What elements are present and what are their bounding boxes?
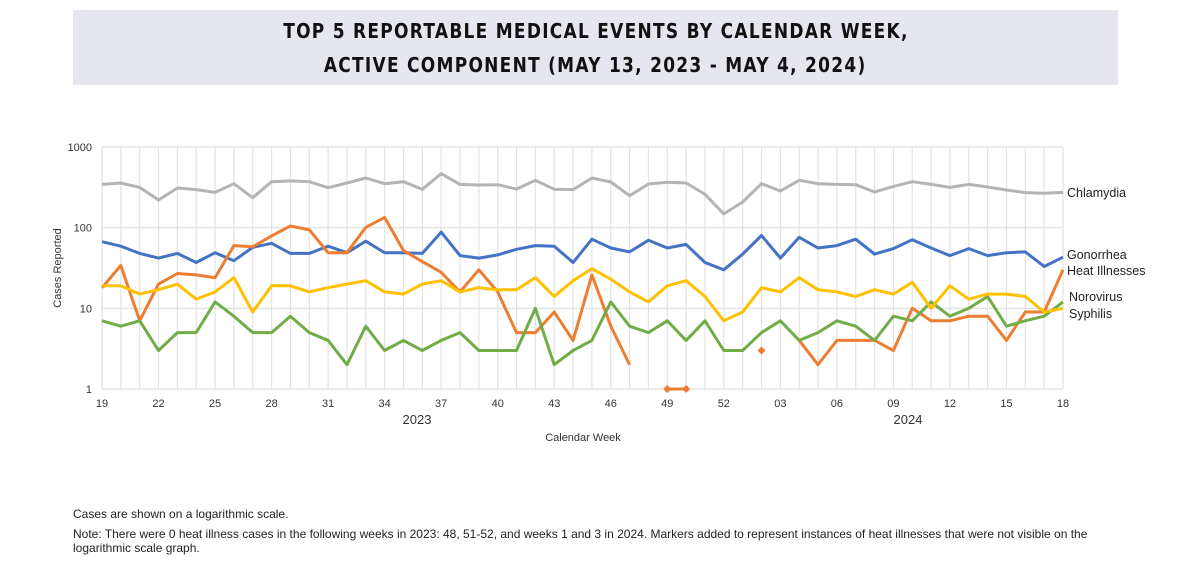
x-tick-label: 43 [548,398,560,410]
chart-title: TOP 5 REPORTABLE MEDICAL EVENTS BY CALEN… [73,10,1118,85]
x-tick-label: 40 [492,398,504,410]
x-tick-label: 06 [831,398,843,410]
x-tick-label: 52 [718,398,730,410]
scale-note: Cases are shown on a logarithmic scale. [73,507,289,521]
legend-label-gonorrhea: Gonorrhea [1067,248,1127,262]
chart-title-line-1: TOP 5 REPORTABLE MEDICAL EVENTS BY CALEN… [282,18,909,43]
x-axis-title: Calendar Week [545,432,621,444]
chart-title-line-2: ACTIVE COMPONENT (MAY 13, 2023 - MAY 4, … [324,52,867,77]
series-line-chlamydia [101,172,1064,216]
x-tick-label: 31 [322,398,334,410]
x-tick-label: 28 [265,398,277,410]
x-tick-label: 12 [944,398,956,410]
zero-weeks-note: Note: There were 0 heat illness cases in… [73,527,1088,555]
y-tick-label: 100 [74,223,92,235]
series-line-norovirus [101,295,1064,367]
y-axis-title: Cases Reported [52,228,64,308]
x-tick-label: 34 [379,398,391,410]
diamond-marker-heat-illnesses [682,385,691,393]
series-line-syphilis [102,267,1064,323]
x-tick-label: 15 [1000,398,1012,410]
y-tick-label: 10 [80,303,92,315]
x-tick-label: 09 [887,398,899,410]
x-tick-label: 46 [605,398,617,410]
x-tick-label: 18 [1057,398,1069,410]
y-tick-label: 1000 [68,142,92,154]
x-tick-label: 25 [209,398,221,410]
series-line-gonorrhea [101,230,1064,272]
x-tick-label: 49 [661,398,673,410]
x-tick-label: 37 [435,398,447,410]
legend-label-chlamydia: Chlamydia [1067,186,1126,200]
legend-label-heat-illnesses: Heat Illnesses [1067,264,1146,278]
legend-label-norovirus: Norovirus [1069,290,1123,304]
x-tick-label: 22 [152,398,164,410]
y-tick-label: 1 [86,384,92,396]
x-tick-label: 19 [96,398,108,410]
year-label: 2024 [894,412,923,427]
diamond-marker-heat-illnesses [757,346,766,355]
year-label: 2023 [403,412,432,427]
legend-label-syphilis: Syphilis [1069,307,1112,321]
x-tick-label: 03 [774,398,786,410]
